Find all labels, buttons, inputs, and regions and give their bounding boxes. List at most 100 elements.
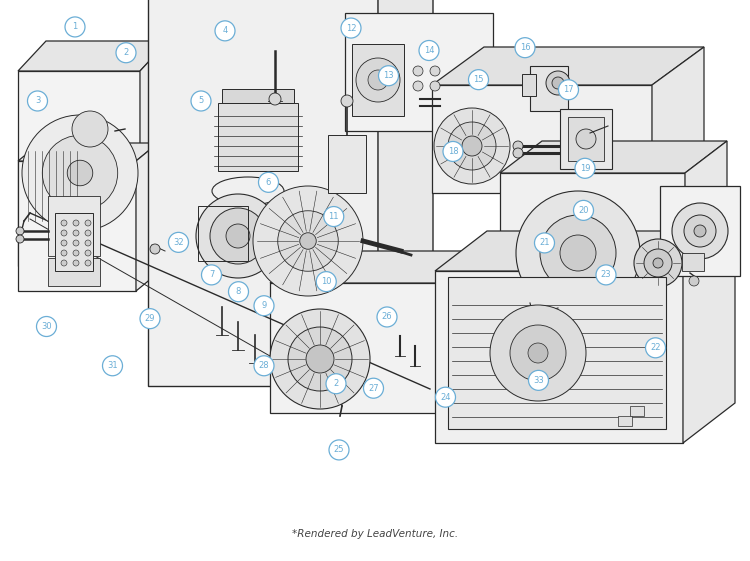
Circle shape xyxy=(37,316,56,337)
Polygon shape xyxy=(270,283,462,413)
Text: 1: 1 xyxy=(72,22,78,31)
Polygon shape xyxy=(18,41,168,71)
Text: LEADVENTURE: LEADVENTURE xyxy=(227,259,523,293)
Circle shape xyxy=(443,141,463,162)
Circle shape xyxy=(324,206,344,227)
Bar xyxy=(448,277,666,429)
Circle shape xyxy=(259,172,278,192)
Circle shape xyxy=(434,108,510,184)
Polygon shape xyxy=(432,85,652,193)
Text: 31: 31 xyxy=(107,361,118,370)
Circle shape xyxy=(253,186,363,296)
Text: 8: 8 xyxy=(236,287,242,296)
Circle shape xyxy=(196,194,280,278)
Circle shape xyxy=(430,66,440,76)
Circle shape xyxy=(73,240,79,246)
Circle shape xyxy=(226,224,250,248)
Bar xyxy=(352,44,404,116)
Circle shape xyxy=(490,305,586,401)
Circle shape xyxy=(653,258,663,268)
Bar xyxy=(222,89,294,103)
Bar xyxy=(48,196,100,256)
Circle shape xyxy=(85,240,91,246)
Circle shape xyxy=(552,77,564,89)
Circle shape xyxy=(559,80,578,100)
Circle shape xyxy=(516,191,640,315)
Text: 27: 27 xyxy=(368,384,379,393)
Polygon shape xyxy=(432,47,704,85)
Circle shape xyxy=(413,66,423,76)
Circle shape xyxy=(68,160,93,186)
Text: 23: 23 xyxy=(601,270,611,279)
Text: 11: 11 xyxy=(328,212,339,221)
Bar xyxy=(48,258,100,286)
Text: 30: 30 xyxy=(41,322,52,331)
Circle shape xyxy=(73,250,79,256)
Polygon shape xyxy=(435,231,735,271)
Circle shape xyxy=(150,244,160,254)
Circle shape xyxy=(28,91,47,111)
Circle shape xyxy=(576,129,596,149)
Bar xyxy=(630,406,644,416)
Polygon shape xyxy=(500,173,685,321)
Text: 3: 3 xyxy=(34,96,40,105)
Circle shape xyxy=(419,40,439,61)
Circle shape xyxy=(672,203,728,259)
Circle shape xyxy=(61,250,67,256)
Circle shape xyxy=(85,230,91,236)
Bar xyxy=(328,135,366,193)
Circle shape xyxy=(306,345,334,373)
Circle shape xyxy=(85,220,91,226)
Text: 33: 33 xyxy=(533,376,544,385)
Circle shape xyxy=(288,327,352,391)
Bar xyxy=(660,186,740,276)
Circle shape xyxy=(529,370,548,390)
Circle shape xyxy=(646,338,665,358)
Circle shape xyxy=(540,215,616,291)
Circle shape xyxy=(413,81,423,91)
Circle shape xyxy=(65,17,85,37)
Circle shape xyxy=(116,43,136,63)
Bar xyxy=(618,416,632,426)
Circle shape xyxy=(215,21,235,41)
Circle shape xyxy=(575,158,595,178)
Text: 14: 14 xyxy=(424,46,434,55)
Polygon shape xyxy=(500,141,727,173)
Circle shape xyxy=(560,235,596,271)
Circle shape xyxy=(202,265,221,285)
Circle shape xyxy=(644,249,672,277)
Text: 6: 6 xyxy=(266,178,272,187)
Text: *Rendered by LeadVenture, Inc.: *Rendered by LeadVenture, Inc. xyxy=(292,529,458,539)
Circle shape xyxy=(379,66,398,86)
Circle shape xyxy=(169,232,188,252)
Circle shape xyxy=(448,122,496,170)
Circle shape xyxy=(229,282,248,302)
Polygon shape xyxy=(136,143,158,291)
Circle shape xyxy=(430,81,440,91)
Text: 26: 26 xyxy=(382,312,392,321)
Text: 17: 17 xyxy=(563,85,574,94)
Circle shape xyxy=(42,135,118,211)
Circle shape xyxy=(300,233,316,249)
Circle shape xyxy=(103,356,122,376)
Polygon shape xyxy=(685,141,727,321)
Polygon shape xyxy=(435,271,683,443)
Circle shape xyxy=(510,325,566,381)
Circle shape xyxy=(73,220,79,226)
Text: 16: 16 xyxy=(520,43,530,52)
Circle shape xyxy=(140,309,160,329)
Circle shape xyxy=(341,95,353,107)
Text: 12: 12 xyxy=(346,24,356,33)
Circle shape xyxy=(85,260,91,266)
Circle shape xyxy=(72,111,108,147)
Circle shape xyxy=(469,70,488,90)
Text: 9: 9 xyxy=(261,301,267,310)
Circle shape xyxy=(689,276,699,286)
Polygon shape xyxy=(148,0,378,386)
Bar xyxy=(682,253,704,271)
Circle shape xyxy=(85,250,91,256)
Circle shape xyxy=(341,18,361,38)
Text: 7: 7 xyxy=(209,270,214,279)
Bar xyxy=(560,109,612,169)
Bar xyxy=(345,13,493,131)
